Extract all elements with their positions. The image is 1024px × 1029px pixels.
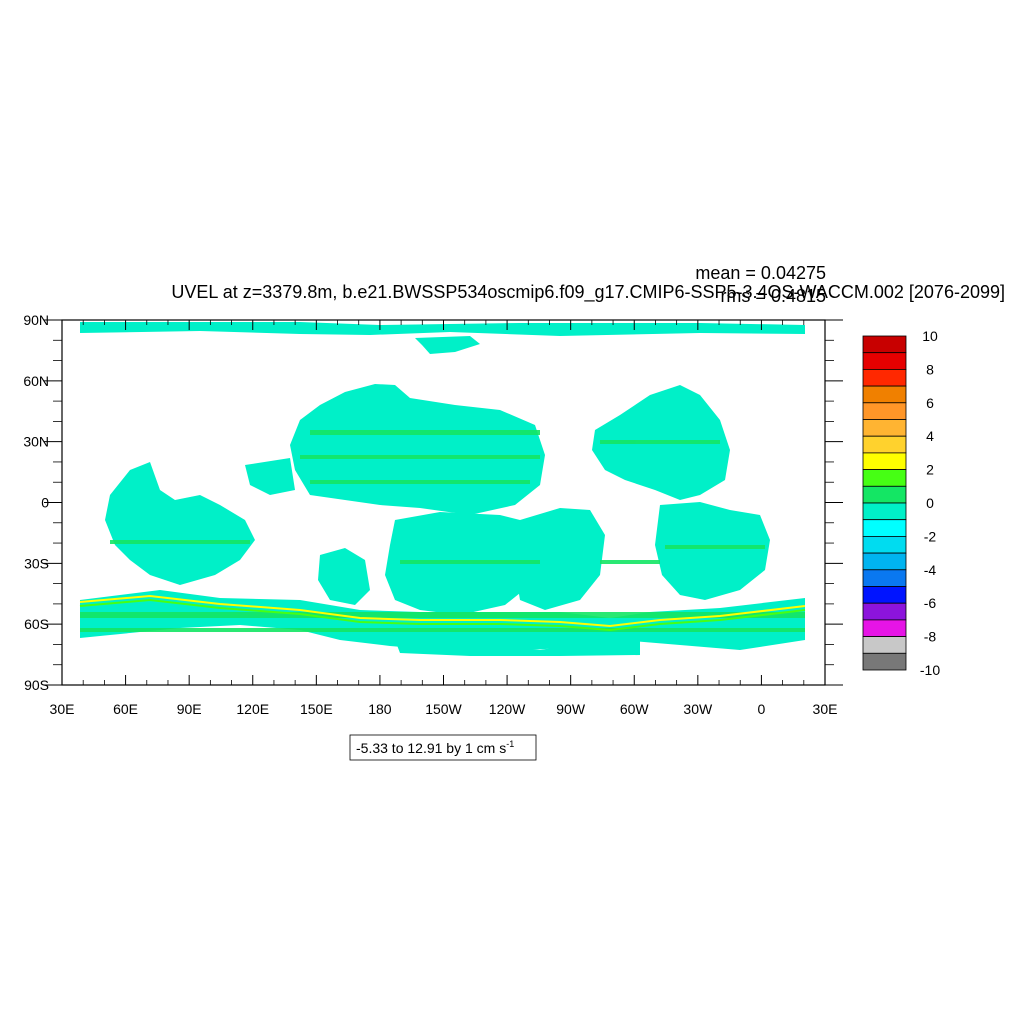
y-tick-label: 60N bbox=[23, 373, 49, 389]
speckle-band-4 bbox=[110, 540, 250, 544]
colorbar-bin bbox=[862, 419, 907, 437]
y-tick-label: 30S bbox=[24, 555, 49, 571]
speckle-band-1 bbox=[310, 430, 540, 435]
colorbar-bin bbox=[862, 519, 907, 537]
colorbar-bin bbox=[862, 469, 907, 487]
speckle-band-10 bbox=[600, 560, 660, 564]
jet-green-bright bbox=[79, 598, 806, 632]
x-tick-label: 150E bbox=[300, 701, 333, 717]
contour-info-frame bbox=[349, 734, 537, 761]
speckle-band-7 bbox=[665, 545, 765, 549]
colorbar-bin bbox=[862, 335, 907, 354]
colorbar-label: 0 bbox=[926, 495, 934, 511]
colorbar-bin bbox=[862, 636, 907, 654]
field-region-arctic bbox=[80, 322, 805, 336]
field-region-se-pacific bbox=[515, 508, 605, 610]
colorbar-bin bbox=[862, 602, 907, 621]
field-speckle-green bbox=[80, 430, 805, 632]
colorbar-label: 10 bbox=[922, 328, 938, 344]
speckle-band-9 bbox=[80, 628, 805, 632]
y-tick-label: 30N bbox=[23, 434, 49, 450]
colorbar-label: -4 bbox=[924, 562, 937, 578]
colorbar-label: 8 bbox=[926, 361, 934, 377]
y-tick-label: 60S bbox=[24, 616, 49, 632]
colorbar-bin bbox=[862, 502, 907, 521]
colorbar-bin bbox=[862, 352, 907, 370]
colorbar-label: -2 bbox=[924, 528, 937, 544]
y-tick-label: 0 bbox=[41, 495, 49, 511]
field-region-indian-ocean bbox=[105, 462, 255, 585]
map-panel bbox=[44, 319, 843, 686]
colorbar-bin bbox=[862, 569, 907, 587]
map-title: UVEL at z=3379.8m, b.e21.BWSSP534oscmip6… bbox=[171, 282, 1005, 303]
colorbar-bin bbox=[862, 485, 907, 504]
colorbar-bin bbox=[862, 435, 907, 454]
speckle-band-8 bbox=[80, 612, 805, 618]
stats-mean: mean = 0.04275 bbox=[695, 263, 826, 283]
field-region-south-atlantic bbox=[655, 502, 770, 600]
x-tick-label: 30E bbox=[50, 701, 75, 717]
jet-yellow bbox=[79, 594, 806, 628]
x-tick-marks bbox=[61, 320, 826, 685]
contour-info-box: -5.33 to 12.91 by 1 cm s-1 bbox=[349, 734, 537, 761]
field-region-tasman bbox=[318, 548, 370, 605]
colorbar bbox=[862, 335, 907, 671]
colorbar-bin bbox=[862, 652, 907, 671]
field-jets bbox=[79, 594, 806, 632]
colorbar-bin bbox=[862, 452, 907, 470]
field-region-antarctic-margin bbox=[395, 640, 640, 656]
colorbar-bin bbox=[862, 402, 907, 420]
colorbar-bin bbox=[862, 586, 907, 604]
colorbar-label: 6 bbox=[926, 395, 934, 411]
contour-info-exponent: -1 bbox=[506, 739, 514, 749]
x-tick-label: 30E bbox=[813, 701, 838, 717]
y-axis-labels: 90N 60N 30N 0 30S 60S 90S bbox=[23, 312, 49, 693]
colorbar-labels: 10 8 6 4 2 0 -2 -4 -6 -8 -10 bbox=[920, 328, 940, 678]
field-region-pacific-west-edge bbox=[245, 458, 295, 495]
colorbar-bin bbox=[862, 536, 907, 554]
colorbar-bin bbox=[862, 368, 907, 387]
x-tick-label: 150W bbox=[425, 701, 462, 717]
colorbar-bin bbox=[862, 552, 907, 571]
x-tick-label: 60E bbox=[113, 701, 138, 717]
y-tick-label: 90S bbox=[24, 677, 49, 693]
x-tick-label: 180 bbox=[368, 701, 392, 717]
stats-rms: rms = 0.4815 bbox=[720, 286, 826, 306]
y-tick-label: 90N bbox=[23, 312, 49, 328]
x-tick-label: 120E bbox=[236, 701, 269, 717]
y-tick-marks bbox=[44, 319, 843, 686]
colorbar-label: -6 bbox=[924, 595, 937, 611]
colorbar-label: -10 bbox=[920, 662, 940, 678]
colorbar-label: 2 bbox=[926, 462, 934, 478]
x-tick-label: 120W bbox=[489, 701, 526, 717]
speckle-band-3 bbox=[310, 480, 530, 484]
contour-info-text: -5.33 to 12.91 by 1 cm s-1 bbox=[356, 739, 514, 756]
speckle-band-5 bbox=[400, 560, 540, 564]
colorbar-bin bbox=[862, 385, 907, 404]
x-tick-label: 0 bbox=[758, 701, 766, 717]
velocity-field bbox=[80, 322, 805, 656]
x-tick-label: 90W bbox=[556, 701, 586, 717]
x-tick-label: 60W bbox=[620, 701, 650, 717]
colorbar-label: 4 bbox=[926, 428, 934, 444]
speckle-band-2 bbox=[300, 455, 540, 459]
speckle-band-6 bbox=[600, 440, 720, 444]
x-tick-label: 30W bbox=[683, 701, 713, 717]
x-tick-label: 90E bbox=[177, 701, 202, 717]
x-axis-labels: 30E 60E 90E 120E 150E 180 150W 120W 90W 60W 30W 0 30… bbox=[50, 701, 838, 717]
colorbar-bin bbox=[862, 619, 907, 638]
colorbar-label: -8 bbox=[924, 629, 937, 645]
field-region-arctic-island bbox=[415, 336, 480, 354]
